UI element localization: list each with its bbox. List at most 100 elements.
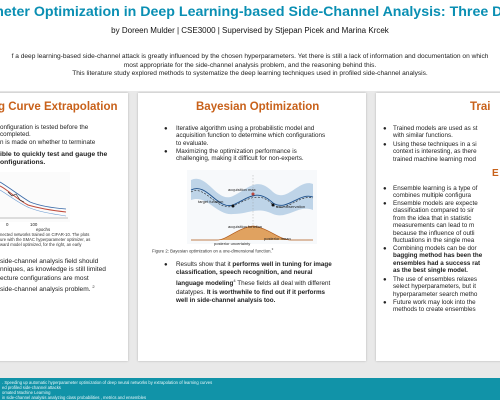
mid-bold-text: performs well in tuning for image [232, 261, 332, 268]
right-line: hyperparameter search metho [393, 290, 478, 298]
left-line: nniques, as knowledge is still limited [0, 266, 106, 274]
right-bullet: Future work may look into the methods to… [393, 299, 476, 314]
bullet-icon: ● [164, 126, 168, 132]
learning-curve-plot [0, 172, 70, 222]
bullet-icon: ● [383, 300, 387, 306]
poster-header [0, 0, 500, 91]
ref-marker: 3 [271, 247, 274, 251]
right-bullet: Trained models are used as st with simil… [393, 125, 477, 140]
intro-line: most appropriate for the side-channel an… [123, 61, 377, 69]
left-line: side-channel analysis field should [0, 258, 99, 265]
bullet-icon: ● [164, 262, 168, 268]
left-axis-tick: 100 [30, 222, 38, 227]
bullet-icon: ● [164, 149, 168, 155]
left-axis-tick: 0 [6, 222, 9, 227]
right-bold-line: as the best single model. [393, 267, 468, 275]
right-bullet: Combining models can be dor bagging meth… [393, 245, 482, 275]
left-line: side-channel analysis problem. [0, 286, 91, 294]
reference-line: in side-channel analysis analyzing class… [2, 395, 147, 400]
right-line: context is interesting, as there [393, 148, 477, 156]
caption-line: ure with the SMAC hyperparameter optimiz… [0, 237, 91, 243]
intro-line: f a deep learning-based side-channel att… [11, 53, 489, 60]
right-line: fluctuations in the single mea [393, 237, 475, 245]
right-line: Using these techniques in a si [393, 141, 477, 148]
left-axis-label: epochs [36, 227, 51, 232]
caption-line: nected networks trained on CIFAR-10. The… [0, 232, 90, 237]
references-footer [0, 378, 500, 400]
reference-line: . Speeding up automatic hyperparameter o… [2, 380, 213, 385]
mid-line: Iterative algorithm using a probabilisti… [176, 125, 315, 132]
intro-line: This literature study explored methods t… [72, 70, 428, 78]
ref-marker: 4 [233, 278, 236, 284]
bullet-icon: ● [383, 246, 387, 252]
mid-bullet-3: Results show that it performs well in tu… [176, 261, 332, 305]
left-line: ecture configurations are most [0, 274, 89, 282]
section-title-learning-curve: g Curve Extrapolation [0, 101, 118, 113]
right-line: classification compared to sir [393, 207, 474, 215]
fig-label-target-function: target function [198, 199, 224, 204]
right-line: because the influence of outli [393, 229, 475, 237]
mid-line: to evaluate. [176, 139, 209, 147]
panel-learning-curve [0, 93, 128, 361]
right-line: Combining models can be dor [393, 245, 477, 252]
section-subtitle-ensemble: E [492, 168, 499, 179]
bullet-icon: ● [383, 201, 387, 207]
caption-text: Figure 2: Bayesian optimization on a one… [152, 248, 272, 254]
right-line: select hyperparameters, but it [393, 283, 476, 291]
bayesian-optimization-figure [187, 170, 317, 244]
right-line: Trained models are used as st [393, 125, 478, 132]
right-bullet: The use of ensembles relaxes select hype… [393, 276, 477, 298]
mid-bold-text: It is worthwhile to find out if it perfo… [206, 288, 326, 296]
left-text-block: onfiguration is tested before the comple… [0, 124, 107, 166]
left-line: onfiguration is tested before the [0, 124, 89, 131]
right-line: trained machine learning mod [393, 155, 476, 163]
ref-marker: 2 [92, 284, 95, 290]
fig-label-new-observation: new observation [276, 204, 306, 209]
bullet-icon: ● [383, 186, 387, 192]
references-list: . Speeding up automatic hyperparameter o… [2, 380, 212, 400]
right-line: Future work may look into the [393, 299, 476, 306]
right-line: The use of ensembles relaxes [393, 276, 478, 283]
mid-bold-text: language modeling [176, 280, 234, 288]
fig-label-acquisition-function: acquisition function [228, 224, 263, 229]
right-line: combines multiple configura [393, 192, 472, 200]
mid-line: acquisition function to determine which … [176, 132, 326, 140]
mid-line: challenging, making it difficult for non… [176, 155, 304, 163]
right-line: with similar functions. [393, 132, 453, 140]
intro-text: f a deep learning-based side-channel att… [0, 53, 500, 79]
right-bold-line: bagging method has been the [393, 252, 483, 260]
section-title-bayesian: Bayesian Optimization [196, 101, 320, 113]
right-bold-line: ensembles had a success rat [393, 259, 481, 267]
mid-text: These fields all deal with different [235, 280, 331, 288]
mid-bold-text: classification, speech recognition, and … [176, 269, 313, 277]
left-line-bold: ible to quickly test and gauge the [0, 151, 108, 159]
right-bullet: Using these techniques in a si context i… [393, 141, 477, 163]
reference-line: ed profiled side-channel attacks [2, 385, 61, 390]
right-bullet: Ensemble learning is a type of combines … [393, 185, 477, 200]
fig-label-posterior-mean: posterior mean [264, 236, 291, 241]
mid-bullet-2: Maximizing the optimization performance … [176, 148, 304, 163]
bullet-icon: ● [383, 277, 387, 283]
bullet-icon: ● [383, 126, 387, 132]
mid-bold-text: well in side-channel analysis too. [176, 296, 276, 304]
mid-text: Results show that it [176, 261, 233, 268]
right-line: from the idea that in statistic [393, 214, 472, 222]
left-text-block-2: side-channel analysis field should nniqu… [0, 258, 106, 295]
left-line: completed. [0, 131, 31, 139]
left-line: n is made on whether to terminate [0, 138, 96, 146]
mid-text: datatypes. [176, 288, 207, 296]
mid-bullet-1: Iterative algorithm using a probabilisti… [176, 125, 325, 147]
fig-label-acquisition-max: acquisition max [228, 187, 256, 192]
right-line: Ensemble models are expecte [393, 200, 478, 207]
poster-title: arameter Optimization in Deep Learning-b… [0, 4, 500, 20]
right-line: Ensemble learning is a type of [393, 185, 478, 192]
right-line: measurements can lead to m [393, 222, 475, 230]
section-title-right: Trai [470, 101, 491, 113]
reference-line: omated Machine Learning [2, 390, 51, 395]
right-bullet: Ensemble models are expecte classificati… [393, 200, 478, 244]
bayesian-figure-caption: Figure 2: Bayesian optimization on a one… [152, 246, 273, 255]
bullet-icon: ● [383, 142, 387, 148]
caption-line: ward model optimized, for the right, an … [0, 242, 82, 248]
mid-line: Maximizing the optimization performance … [176, 148, 297, 155]
fig-label-posterior-uncertainty: posterior uncertainty [214, 241, 251, 246]
